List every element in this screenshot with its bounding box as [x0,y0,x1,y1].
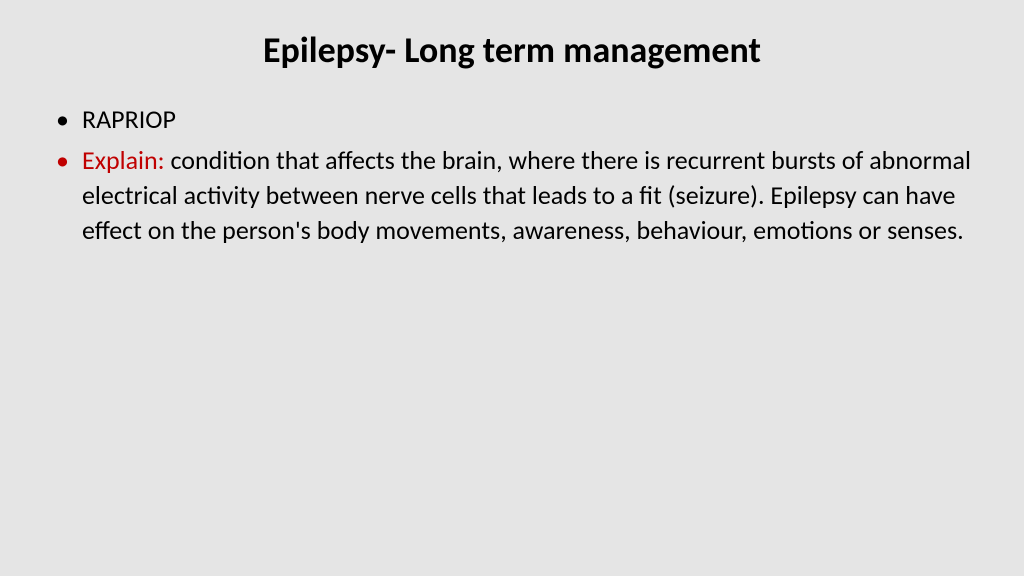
bullet-text: condition that affects the brain, where … [82,144,971,246]
list-item: Explain: condition that affects the brai… [50,143,974,248]
presentation-slide: Epilepsy- Long term management RAPRIOP E… [0,0,1024,576]
list-item: RAPRIOP [50,102,974,137]
slide-title: Epilepsy- Long term management [50,28,974,72]
bullet-text: RAPRIOP [82,103,176,135]
bullet-list: RAPRIOP Explain: condition that affects … [50,102,974,248]
bullet-prefix: Explain: [82,144,171,176]
